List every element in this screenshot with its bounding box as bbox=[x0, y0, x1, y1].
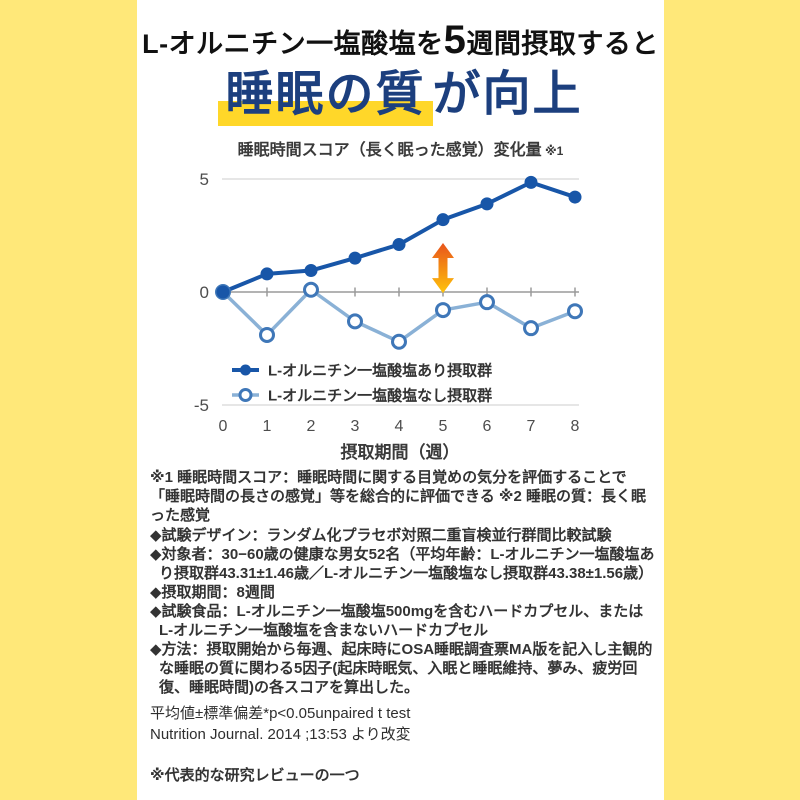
svg-text:5: 5 bbox=[200, 170, 209, 189]
svg-text:0: 0 bbox=[200, 283, 209, 302]
svg-text:8: 8 bbox=[571, 418, 580, 435]
svg-text:L-オルニチン一塩酸塩なし摂取群: L-オルニチン一塩酸塩なし摂取群 bbox=[268, 387, 492, 405]
headline-line1-prefix: L-オルニチン一塩酸塩を bbox=[142, 29, 444, 59]
content-card: L-オルニチン一塩酸塩を5週間摂取すると 睡眠の質 が向上 睡眠時間スコア（長く眠… bbox=[137, 0, 664, 800]
headline-line1-number: 5 bbox=[443, 18, 467, 62]
svg-text:5: 5 bbox=[439, 418, 448, 435]
sleep-score-chart: 5 0 -5 L-オルニチン一塩酸塩あり摂取群 L-オルニチン一塩酸塩なし摂取群 0 1 2 3… bbox=[194, 170, 583, 462]
headline-line2-rest: が向上 bbox=[432, 66, 583, 122]
statistics-note: 平均値±標準偏差*p<0.05unpaired t test Nutrition… bbox=[150, 703, 655, 745]
headline-line2: 睡眠の質 が向上 bbox=[137, 54, 664, 126]
chart-title-note: ※1 bbox=[545, 144, 564, 158]
svg-text:2: 2 bbox=[307, 418, 316, 435]
study-food: ◆試験食品：L-オルニチン一塩酸塩500mgを含むハードカプセル、またはL-オル… bbox=[150, 603, 644, 639]
svg-text:0: 0 bbox=[219, 418, 228, 435]
chart-title: 睡眠時間スコア（長く眠った感覚）変化量 ※1 bbox=[137, 136, 664, 160]
study-subjects: ◆対象者：30−60歳の健康な男女52名（平均年齢：L-オルニチン一塩酸塩あり摂… bbox=[150, 546, 655, 582]
svg-text:L-オルニチン一塩酸塩あり摂取群: L-オルニチン一塩酸塩あり摂取群 bbox=[268, 362, 492, 380]
statistics-line: 平均値±標準偏差*p<0.05unpaired t test bbox=[150, 705, 411, 722]
svg-text:3: 3 bbox=[351, 418, 360, 435]
study-method: ◆方法：摂取開始から毎週、起床時にOSA睡眠調査票MA版を記入し主観的な睡眠の質… bbox=[150, 641, 653, 696]
study-period: ◆摂取期間：8週間 bbox=[150, 584, 275, 601]
footnote-definitions: ※1 睡眠時間スコア：睡眠時間に関する目覚めの気分を評価することで「睡眠時間の長… bbox=[150, 469, 646, 524]
study-design: ◆試験デザイン：ランダム化プラセボ対照二重盲検並行群間比較試験 bbox=[150, 527, 612, 544]
svg-text:-5: -5 bbox=[194, 396, 209, 415]
svg-text:7: 7 bbox=[527, 418, 536, 435]
headline-highlighted-text: 睡眠の質 bbox=[218, 66, 433, 126]
headline-line1-suffix: 週間摂取すると bbox=[466, 29, 659, 59]
svg-text:摂取期間（週）: 摂取期間（週） bbox=[341, 442, 460, 462]
svg-text:6: 6 bbox=[483, 418, 492, 435]
chart-title-text: 睡眠時間スコア（長く眠った感覚）変化量 bbox=[237, 142, 542, 159]
headline-line1: L-オルニチン一塩酸塩を5週間摂取すると bbox=[137, 18, 664, 63]
svg-text:1: 1 bbox=[263, 418, 272, 435]
source-citation: Nutrition Journal. 2014 ;13:53 より改変 bbox=[150, 726, 411, 743]
study-details: ◆試験デザイン：ランダム化プラセボ対照二重盲検並行群間比較試験 ◆対象者：30−… bbox=[150, 526, 655, 697]
svg-text:4: 4 bbox=[395, 418, 404, 435]
bottom-disclaimer: ※代表的な研究レビューの一つ bbox=[150, 767, 360, 784]
